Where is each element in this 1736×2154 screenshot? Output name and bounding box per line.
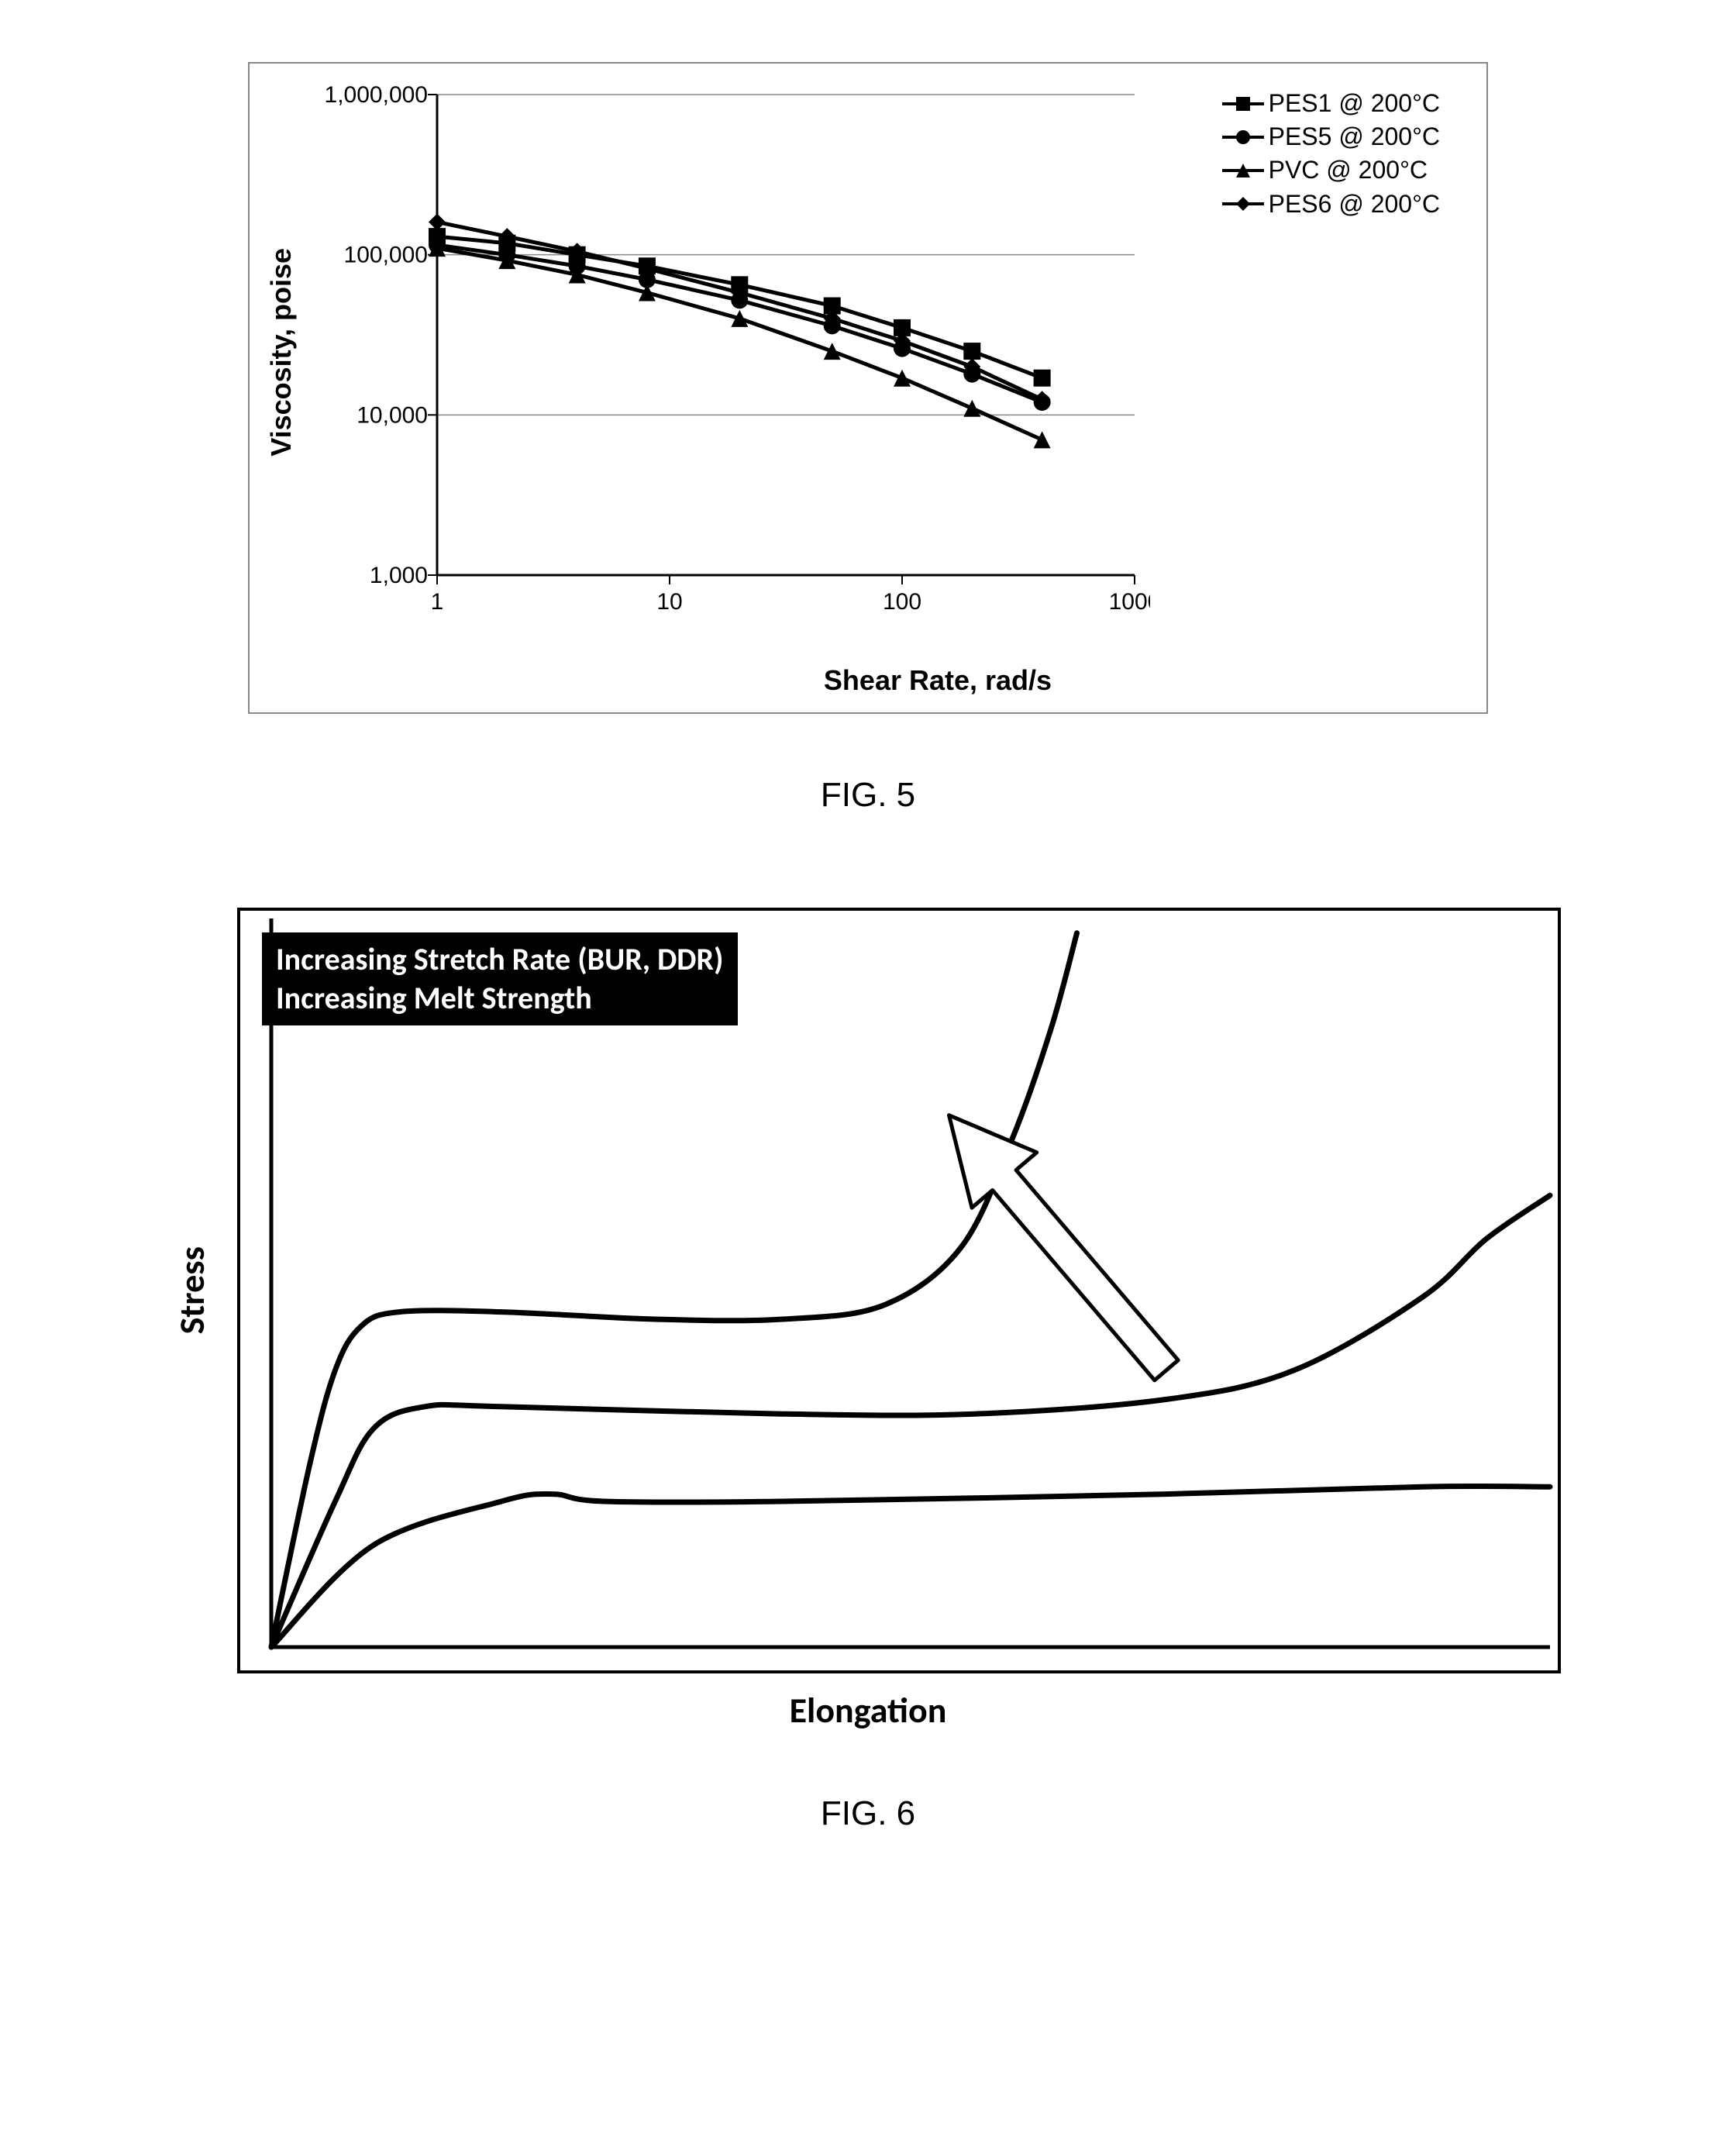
svg-text:1,000: 1,000 <box>370 563 428 588</box>
fig6-caption: FIG. 6 <box>93 1794 1643 1833</box>
legend-label: PES1 @ 200°C <box>1269 87 1440 120</box>
legend-label: PES5 @ 200°C <box>1269 120 1440 153</box>
svg-text:10,000: 10,000 <box>356 402 428 428</box>
fig6-annotation-line1: Increasing Stretch Rate (BUR, DDR) <box>276 940 724 979</box>
fig6-x-axis-label: Elongation <box>170 1689 1566 1732</box>
fig6-annotation-box: Increasing Stretch Rate (BUR, DDR) Incre… <box>262 932 738 1025</box>
figure-5-block: Viscosity, poise 1,00010,000100,0001,000… <box>93 62 1643 815</box>
fig5-y-axis-label: Viscosity, poise <box>265 248 298 457</box>
svg-text:100,000: 100,000 <box>344 243 428 268</box>
svg-text:10: 10 <box>656 589 682 615</box>
fig6-annotation-line2: Increasing Melt Strength <box>276 979 724 1018</box>
fig5-x-axis-label: Shear Rate, rad/s <box>420 664 1455 697</box>
legend-label: PVC @ 200°C <box>1269 153 1428 187</box>
svg-text:1,000,000: 1,000,000 <box>325 82 428 108</box>
svg-text:1000: 1000 <box>1109 589 1150 615</box>
svg-text:1: 1 <box>431 589 444 615</box>
fig6-y-axis-label: Stress <box>170 1246 214 1334</box>
legend-label: PES6 @ 200°C <box>1269 188 1440 221</box>
fig6-outer: Stress Increasing Stretch Rate (BUR, DDR… <box>170 908 1566 1732</box>
fig5-plot-area: 1,000 10,000 100,000 1,000,000 1 10 100 1000 <box>313 79 1150 626</box>
figure-6-block: Stress Increasing Stretch Rate (BUR, DDR… <box>93 908 1643 1833</box>
legend-item: PVC @ 200°C <box>1222 153 1440 187</box>
fig5-svg: 1,000 10,000 100,000 1,000,000 1 10 100 1000 <box>313 79 1150 622</box>
svg-text:100: 100 <box>883 589 921 615</box>
fig5-chart-frame: Viscosity, poise 1,00010,000100,0001,000… <box>248 62 1488 714</box>
legend-item: PES6 @ 200°C <box>1222 188 1440 221</box>
fig5-legend: PES1 @ 200°CPES5 @ 200°CPVC @ 200°CPES6 … <box>1222 87 1440 221</box>
legend-item: PES1 @ 200°C <box>1222 87 1440 120</box>
legend-item: PES5 @ 200°C <box>1222 120 1440 153</box>
fig6-chart-frame: Increasing Stretch Rate (BUR, DDR) Incre… <box>237 908 1561 1673</box>
fig5-caption: FIG. 5 <box>93 776 1643 815</box>
